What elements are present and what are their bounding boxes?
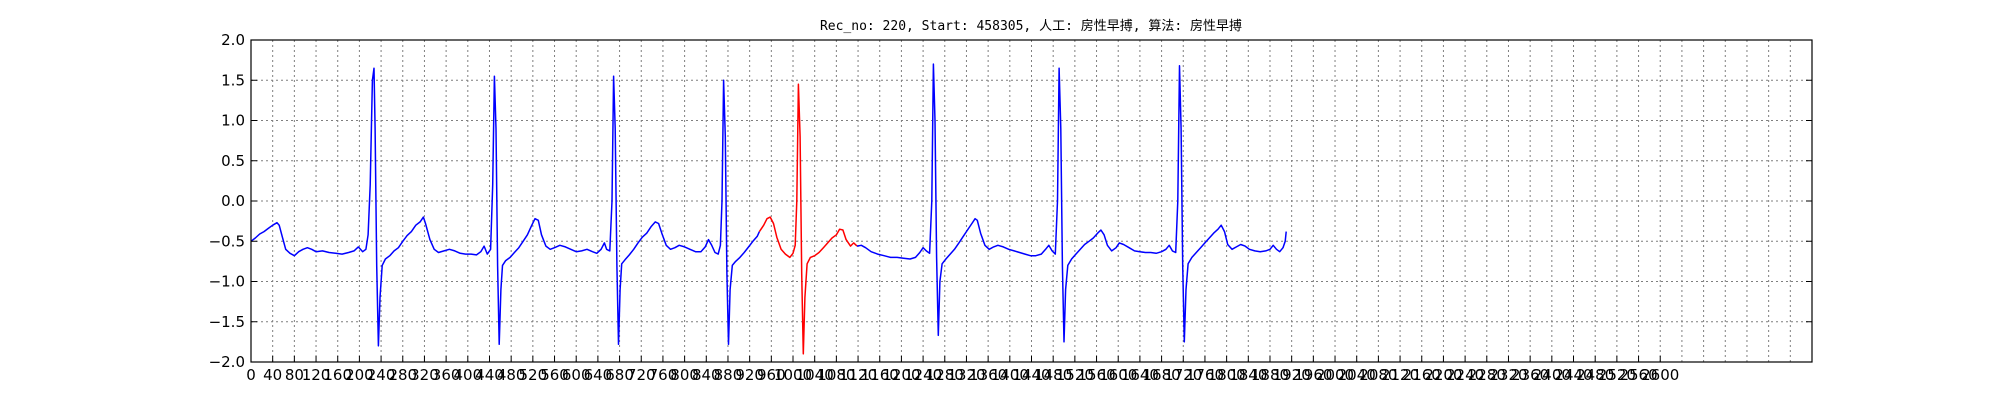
series-layer: [250, 63, 1287, 355]
chart-title: Rec_no: 220, Start: 458305, 人工: 房性早搏, 算法…: [820, 18, 1242, 34]
x-tick-label: 0: [246, 366, 256, 384]
y-tick-label: −2.0: [209, 353, 245, 371]
x-tick-label: 720: [627, 366, 656, 384]
x-tick-label: 2360: [1511, 366, 1549, 384]
x-tick-label: 1800: [1208, 366, 1246, 384]
x-tick-label: 200: [345, 366, 374, 384]
y-tick-label: −1.0: [209, 273, 245, 291]
x-tick-label: 2480: [1576, 366, 1614, 384]
y-tick-label: 0.0: [221, 192, 245, 210]
x-tick-label: 1960: [1294, 366, 1332, 384]
x-tick-label: 2400: [1533, 366, 1571, 384]
x-tick-label: 120: [302, 366, 331, 384]
x-tick-label: 1440: [1012, 366, 1050, 384]
x-tick-label: 1040: [796, 366, 834, 384]
x-tick-label: 1920: [1273, 366, 1311, 384]
x-tick-label: 760: [649, 366, 678, 384]
x-tick-label: 440: [475, 366, 504, 384]
x-tick-label: 480: [497, 366, 526, 384]
x-tick-label: 2560: [1619, 366, 1657, 384]
x-tick-label: 600: [562, 366, 591, 384]
x-tick-label: 1720: [1164, 366, 1202, 384]
y-tick-label: 1.0: [221, 112, 245, 130]
series-line-1: [758, 83, 858, 355]
x-tick-label: 2160: [1403, 366, 1441, 384]
x-tick-label: 160: [323, 366, 352, 384]
x-tick-label: 360: [432, 366, 461, 384]
x-tick-label: 2080: [1359, 366, 1397, 384]
y-tick-label: 1.5: [221, 71, 245, 89]
y-tick-label: −0.5: [209, 232, 245, 250]
x-tick-label: 1480: [1034, 366, 1072, 384]
x-tick-label: 2120: [1381, 366, 1419, 384]
x-tick-label: 1520: [1056, 366, 1094, 384]
x-tick-label: 2200: [1424, 366, 1462, 384]
x-tick-label: 680: [605, 366, 634, 384]
x-tick-label: 1840: [1229, 366, 1267, 384]
x-tick-label: 1560: [1077, 366, 1115, 384]
x-tick-label: 1120: [839, 366, 877, 384]
x-tick-label: 2440: [1554, 366, 1592, 384]
x-tick-label: 640: [584, 366, 613, 384]
y-axis: −2.0 −1.5 −1.0 −0.5 0.0 0.5 1.0 1.5 2.0: [209, 31, 1812, 371]
x-tick-label: 1360: [969, 366, 1007, 384]
x-tick-label: 2280: [1468, 366, 1506, 384]
y-tick-label: 2.0: [221, 31, 245, 49]
series-line-2: [856, 63, 1287, 343]
x-tick-label: 1880: [1251, 366, 1289, 384]
x-tick-label: 960: [757, 366, 786, 384]
x-tick-label: 1400: [991, 366, 1029, 384]
x-tick-label: 560: [540, 366, 569, 384]
x-tick-label: 1240: [904, 366, 942, 384]
y-tick-label: −1.5: [209, 313, 245, 331]
x-tick-label: 2000: [1316, 366, 1354, 384]
x-tick-label: 1080: [817, 366, 855, 384]
x-tick-label: 1200: [882, 366, 920, 384]
x-tick-label: 400: [453, 366, 482, 384]
x-tick-label: 1600: [1099, 366, 1137, 384]
x-tick-label: 800: [670, 366, 699, 384]
grid-lines: [251, 40, 1812, 362]
x-tick-label: 1640: [1121, 366, 1159, 384]
x-tick-label: 1000: [774, 366, 812, 384]
x-tick-label: 80: [285, 366, 304, 384]
x-tick-label: 2240: [1446, 366, 1484, 384]
x-axis: 0 40 8012016020024028032036040044048052056…: [246, 356, 1679, 384]
x-tick-label: 320: [410, 366, 439, 384]
x-tick-label: 520: [519, 366, 548, 384]
x-tick-label: 2320: [1489, 366, 1527, 384]
x-tick-label: 1760: [1186, 366, 1224, 384]
x-tick-label: 880: [714, 366, 743, 384]
x-tick-label: 1320: [947, 366, 985, 384]
x-tick-label: 40: [263, 366, 282, 384]
x-tick-label: 2600: [1641, 366, 1679, 384]
y-tick-label: 0.5: [221, 152, 245, 170]
x-tick-label: 2040: [1338, 366, 1376, 384]
x-tick-label: 1160: [861, 366, 899, 384]
x-tick-label: 920: [735, 366, 764, 384]
series-line-0: [250, 67, 761, 347]
x-tick-label: 1280: [926, 366, 964, 384]
x-tick-label: 1680: [1142, 366, 1180, 384]
x-tick-label: 840: [692, 366, 721, 384]
x-tick-label: 280: [388, 366, 417, 384]
x-tick-label: 2520: [1598, 366, 1636, 384]
x-tick-label: 240: [367, 366, 396, 384]
